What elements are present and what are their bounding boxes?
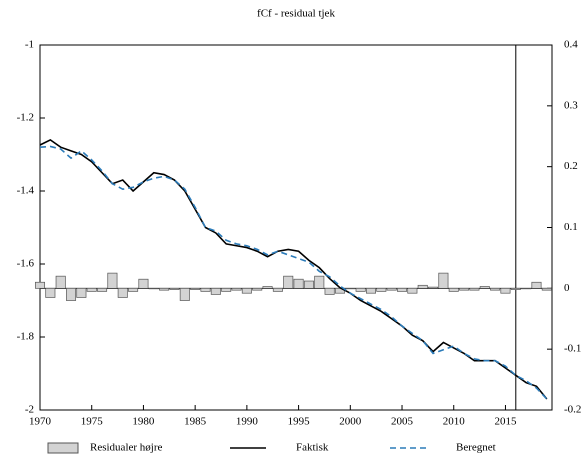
x-tick-label: 1980: [132, 416, 155, 428]
residual-bar: [283, 275, 294, 289]
residual-bar: [128, 287, 139, 292]
series-line: [39, 138, 548, 400]
y2-tick-label: 0.4: [564, 39, 578, 51]
residual-bar: [221, 287, 232, 292]
residual-bar: [200, 287, 211, 292]
x-tick-label: 1975: [81, 416, 104, 428]
x-tick-label: 2015: [494, 416, 517, 428]
residual-bar: [490, 287, 501, 291]
residual-bar: [531, 281, 542, 289]
residual-bar: [169, 287, 180, 290]
y-tick-label: -1.4: [17, 185, 35, 197]
residual-bar: [55, 275, 66, 289]
y-tick-label: -2: [25, 404, 34, 416]
residual-bar: [355, 287, 366, 292]
legend-label: Beregnet: [456, 442, 496, 454]
residual-bar: [210, 287, 221, 295]
residual-bar: [365, 287, 376, 294]
residual-bar: [541, 287, 552, 291]
y-tick-label: -1.6: [17, 258, 35, 270]
y-tick-label: -1: [25, 39, 34, 51]
residual-bar: [231, 287, 242, 291]
residual-bar: [117, 287, 128, 298]
residual-bar: [252, 287, 263, 291]
legend-label: Residualer højre: [90, 442, 163, 454]
residual-bar: [293, 278, 304, 289]
x-tick-label: 2000: [339, 416, 362, 428]
residual-bar: [190, 287, 201, 290]
x-tick-label: 1985: [184, 416, 207, 428]
residual-bar: [438, 272, 449, 289]
residual-bar: [324, 287, 335, 295]
residual-bar: [500, 287, 511, 294]
y2-tick-label: -0.1: [564, 343, 581, 355]
residual-bar: [179, 287, 190, 301]
residual-bar: [510, 287, 521, 290]
residual-bar: [521, 287, 532, 290]
residual-bar: [34, 281, 46, 289]
y-tick-label: -1.8: [17, 331, 35, 343]
residual-bar: [107, 272, 118, 289]
y2-tick-label: 0: [564, 282, 570, 294]
residual-bar: [97, 287, 108, 292]
x-tick-label: 2010: [443, 416, 466, 428]
residual-bar: [407, 287, 418, 294]
y2-tick-label: 0.3: [564, 99, 578, 111]
series-line: [39, 145, 548, 400]
legend-swatch: [47, 442, 79, 454]
legend-label: Faktisk: [296, 442, 329, 454]
residual-bar: [272, 287, 283, 292]
residual-bar: [86, 287, 97, 292]
x-tick-label: 1970: [29, 416, 52, 428]
y2-tick-label: 0.1: [564, 221, 578, 233]
residual-bar: [479, 286, 490, 289]
residual-bar: [376, 287, 387, 292]
residual-bar: [241, 287, 252, 294]
y-tick-label: -1.2: [17, 112, 34, 124]
chart-title: fCf - residual tjek: [257, 8, 335, 20]
plot-frame: [39, 44, 553, 411]
x-tick-label: 2005: [391, 416, 414, 428]
x-tick-label: 1990: [236, 416, 259, 428]
residual-bar: [345, 287, 356, 290]
residual-bar: [66, 287, 77, 301]
residual-bar: [303, 280, 314, 289]
residual-bar: [397, 287, 408, 292]
residual-bar: [45, 287, 56, 298]
residual-bar: [262, 286, 273, 289]
residual-bar: [159, 287, 170, 291]
residual-bar: [459, 287, 470, 291]
residual-bar: [469, 287, 480, 291]
residual-bar: [138, 278, 149, 289]
residual-bar: [76, 287, 87, 298]
residual-bar: [148, 287, 159, 290]
residual-bar: [386, 287, 397, 291]
residual-bar: [417, 284, 428, 289]
residual-bar: [448, 287, 459, 292]
x-tick-label: 1995: [288, 416, 311, 428]
residual-bar: [314, 275, 325, 289]
residual-bar: [428, 286, 439, 289]
y2-tick-label: -0.2: [564, 404, 581, 416]
y2-tick-label: 0.2: [564, 160, 578, 172]
